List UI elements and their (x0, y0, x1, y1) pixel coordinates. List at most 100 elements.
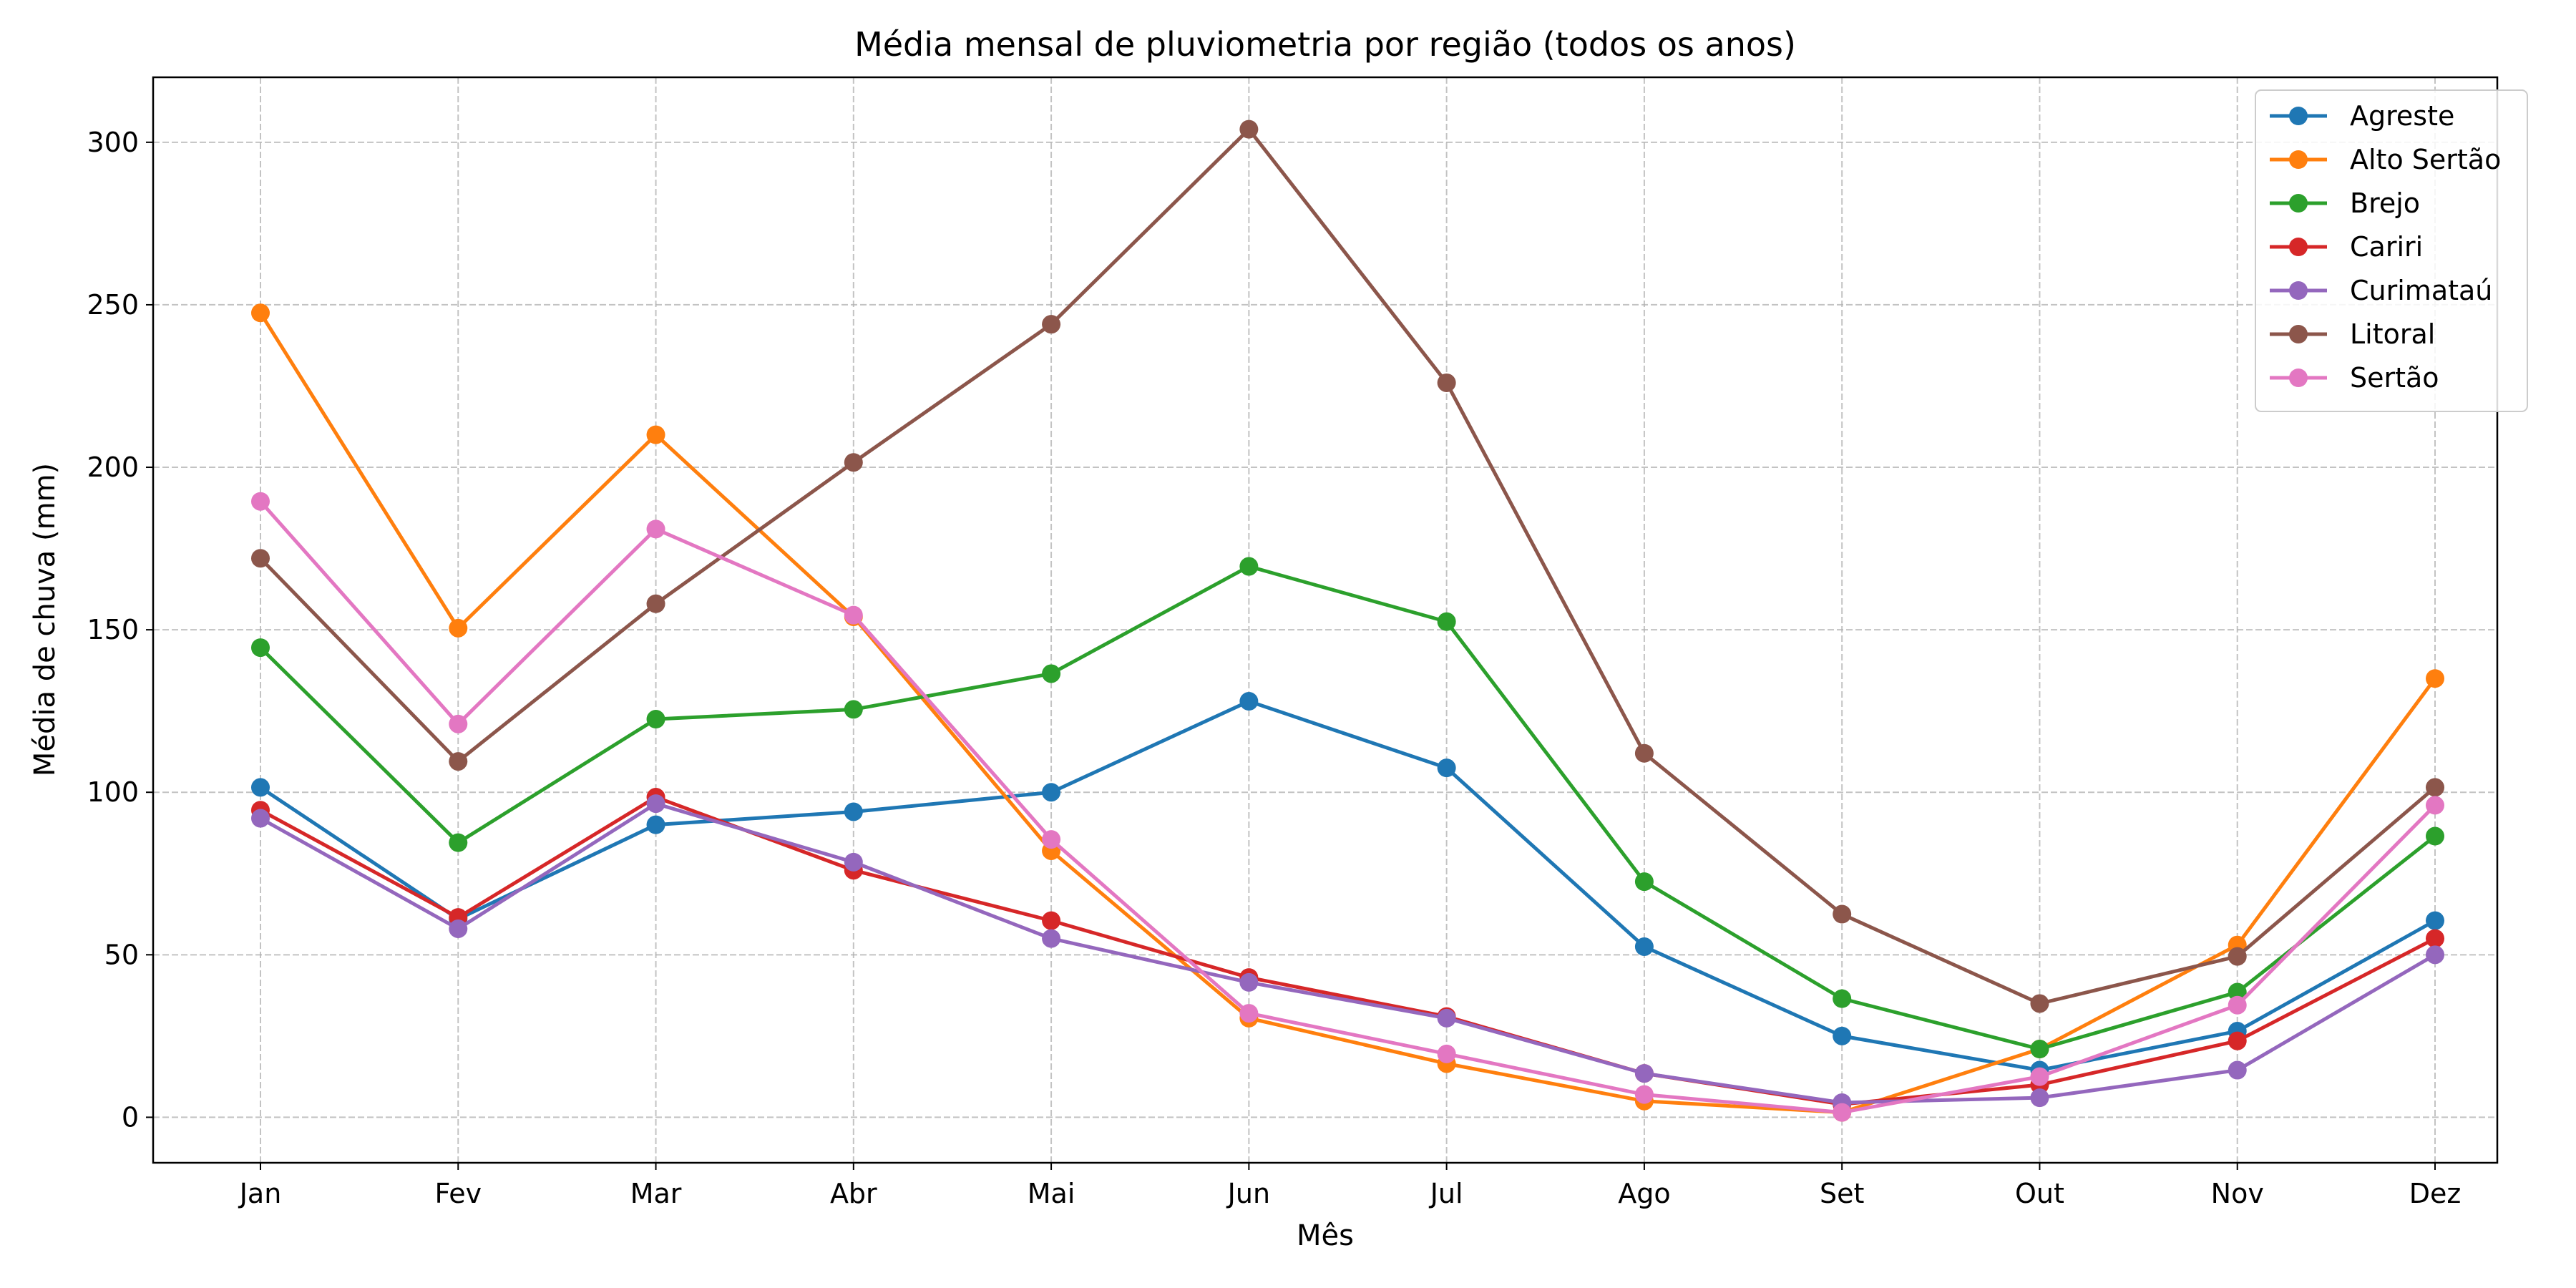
data-point (1437, 373, 1456, 392)
y-tick-label: 300 (87, 127, 139, 158)
series-curimata- (251, 794, 2444, 1112)
data-point (1437, 758, 1456, 778)
series-group (251, 119, 2444, 1122)
data-point (1042, 783, 1061, 802)
data-point (1833, 1026, 1852, 1045)
data-point (1833, 1103, 1852, 1122)
legend-item: Curimataú (2270, 275, 2492, 306)
data-point (844, 453, 863, 472)
data-point (844, 852, 863, 872)
data-point (251, 492, 270, 511)
legend-marker (2289, 107, 2308, 125)
data-point (844, 700, 863, 719)
data-point (1239, 972, 1259, 992)
plot-frame (152, 76, 2499, 1164)
data-point (251, 303, 270, 323)
data-point (251, 778, 270, 797)
y-tick-label: 100 (87, 776, 139, 808)
legend-item: Brejo (2270, 187, 2420, 219)
data-point (449, 833, 468, 852)
data-point (2426, 796, 2444, 815)
series-line (259, 699, 2436, 1073)
legend-marker (2289, 281, 2308, 300)
data-point (1042, 664, 1061, 683)
data-point (2228, 995, 2247, 1015)
series-cariri (251, 788, 2444, 1114)
legend-label: Agreste (2350, 100, 2454, 132)
series-line (259, 500, 2436, 1115)
data-point (251, 638, 270, 658)
data-point (1634, 1064, 1654, 1083)
x-tick-label: Fev (434, 1178, 482, 1209)
data-point (1437, 612, 1456, 631)
data-point (1437, 1008, 1456, 1028)
axis-ticks: Jan Fev Mar Abr Mai Jun Jul Ago Set Out Nov Dez 0 50 1… (87, 127, 2461, 1209)
data-point (2228, 947, 2247, 966)
data-point (844, 802, 863, 821)
series-line (259, 127, 2436, 1005)
data-point (646, 594, 665, 613)
data-point (1833, 989, 1852, 1008)
y-tick-label: 50 (104, 939, 139, 970)
legend-marker (2289, 238, 2308, 256)
legend-label: Sertão (2350, 362, 2439, 394)
legend-marker (2289, 369, 2308, 387)
data-point (844, 605, 863, 625)
data-point (1042, 315, 1061, 334)
data-point (1042, 830, 1061, 849)
series-sert-o (251, 492, 2444, 1122)
series-agreste (251, 692, 2444, 1080)
data-point (2228, 982, 2247, 1002)
legend-box (2255, 89, 2528, 412)
data-point (2030, 1088, 2049, 1108)
data-point (449, 919, 468, 938)
x-tick-label: Jan (238, 1178, 282, 1209)
x-tick-label: Dez (2409, 1178, 2462, 1209)
series-line (259, 795, 2436, 1106)
data-point (646, 425, 665, 444)
data-point (1833, 904, 1852, 924)
data-point (1042, 911, 1061, 930)
data-point (1239, 119, 1259, 139)
data-point (1634, 1085, 1654, 1104)
y-tick-label: 150 (87, 614, 139, 645)
legend-label: Litoral (2350, 318, 2435, 350)
legend-marker (2289, 150, 2308, 169)
data-point (1239, 1004, 1259, 1023)
legend: Agreste Alto Sertão Brejo Cariri Curimataú Li… (2255, 89, 2528, 412)
y-tick-label: 0 (122, 1101, 139, 1133)
data-point (2030, 994, 2049, 1013)
legend-label: Brejo (2350, 187, 2420, 219)
data-point (251, 549, 270, 568)
data-point (1634, 937, 1654, 956)
chart-title: Média mensal de pluviometria por região … (854, 25, 1796, 64)
data-point (2030, 1067, 2049, 1086)
x-tick-label: Jun (1226, 1178, 1270, 1209)
series-line (259, 801, 2436, 1105)
data-point (2030, 1040, 2049, 1059)
legend-item: Alto Sertão (2270, 144, 2501, 175)
data-point (1042, 929, 1061, 948)
data-point (1634, 743, 1654, 763)
legend-marker (2289, 325, 2308, 343)
x-tick-label: Mar (630, 1178, 682, 1209)
y-tick-label: 250 (87, 289, 139, 321)
data-point (646, 815, 665, 834)
x-tick-label: Ago (1618, 1178, 1670, 1209)
data-point (1239, 557, 1259, 576)
data-point (2228, 1060, 2247, 1080)
data-point (449, 752, 468, 771)
series-line (259, 565, 2436, 1051)
data-point (2426, 826, 2444, 846)
x-tick-label: Mai (1028, 1178, 1075, 1209)
data-point (1239, 692, 1259, 711)
x-tick-label: Set (1820, 1178, 1864, 1209)
x-tick-label: Abr (830, 1178, 877, 1209)
series-line (258, 311, 2437, 1115)
legend-item: Sertão (2270, 362, 2439, 394)
data-point (2426, 911, 2444, 930)
x-axis-label: Mês (1297, 1219, 1354, 1252)
data-point (2426, 778, 2444, 797)
